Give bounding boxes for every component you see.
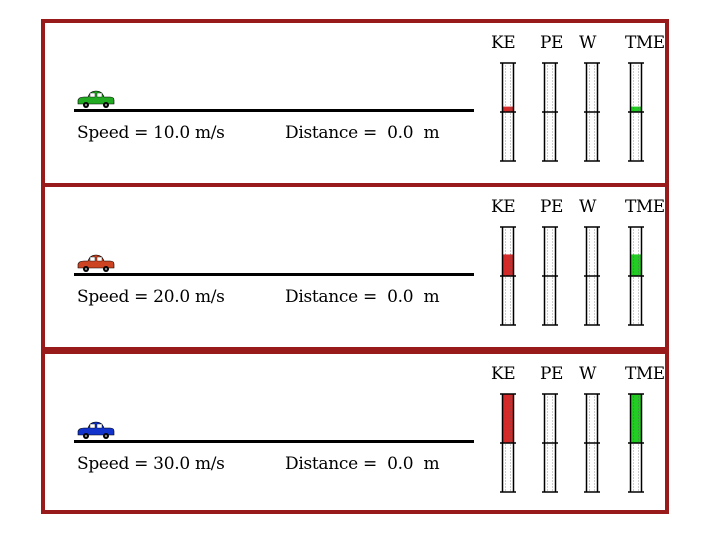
meter-w: [584, 390, 600, 496]
meter-ke: [500, 390, 516, 496]
speed-readout: Speed = 30.0 m/s: [77, 454, 225, 474]
speed-readout: Speed = 10.0 m/s: [77, 123, 225, 143]
distance-readout: Distance = 0.0 m: [285, 123, 440, 143]
energy-bar-labels: KE PE W TME: [483, 197, 665, 221]
road-line: [74, 109, 474, 112]
meter-fill: [631, 394, 641, 443]
bar-label-w: W: [579, 364, 596, 384]
car-icon: [75, 87, 117, 109]
car-icon: [75, 418, 117, 440]
meter-tme: [628, 223, 644, 329]
car-icon: [75, 251, 117, 273]
bar-label-pe: PE: [540, 197, 563, 217]
meter-pe: [542, 390, 558, 496]
bar-label-w: W: [579, 33, 596, 53]
bar-label-ke: KE: [491, 364, 516, 384]
bar-label-ke: KE: [491, 197, 516, 217]
meter-fill: [631, 106, 641, 112]
distance-readout: Distance = 0.0 m: [285, 454, 440, 474]
distance-readout: Distance = 0.0 m: [285, 287, 440, 307]
meter-tme: [628, 390, 644, 496]
bar-label-tme: TME: [625, 33, 665, 53]
meter-w: [584, 223, 600, 329]
scenario-panel-3: Speed = 30.0 m/s Distance = 0.0 m KE PE W T…: [41, 350, 669, 514]
scenario-panel-2: Speed = 20.0 m/s Distance = 0.0 m KE PE W T…: [41, 183, 669, 351]
bar-label-tme: TME: [625, 197, 665, 217]
bar-label-w: W: [579, 197, 596, 217]
road-line: [74, 440, 474, 443]
meter-fill: [503, 254, 513, 276]
meter-fill: [503, 106, 513, 112]
bar-label-pe: PE: [540, 33, 563, 53]
meter-w: [584, 59, 600, 165]
scenario-panel-1: Speed = 10.0 m/s Distance = 0.0 m KE PE W T…: [41, 19, 669, 187]
meter-fill: [631, 254, 641, 276]
meter-ke: [500, 59, 516, 165]
meter-tme: [628, 59, 644, 165]
meter-pe: [542, 59, 558, 165]
energy-bar-labels: KE PE W TME: [483, 33, 665, 57]
road-line: [74, 273, 474, 276]
bar-label-pe: PE: [540, 364, 563, 384]
energy-bar-labels: KE PE W TME: [483, 364, 665, 388]
meter-fill: [503, 394, 513, 443]
bar-label-tme: TME: [625, 364, 665, 384]
meter-ke: [500, 223, 516, 329]
meter-pe: [542, 223, 558, 329]
bar-label-ke: KE: [491, 33, 516, 53]
speed-readout: Speed = 20.0 m/s: [77, 287, 225, 307]
